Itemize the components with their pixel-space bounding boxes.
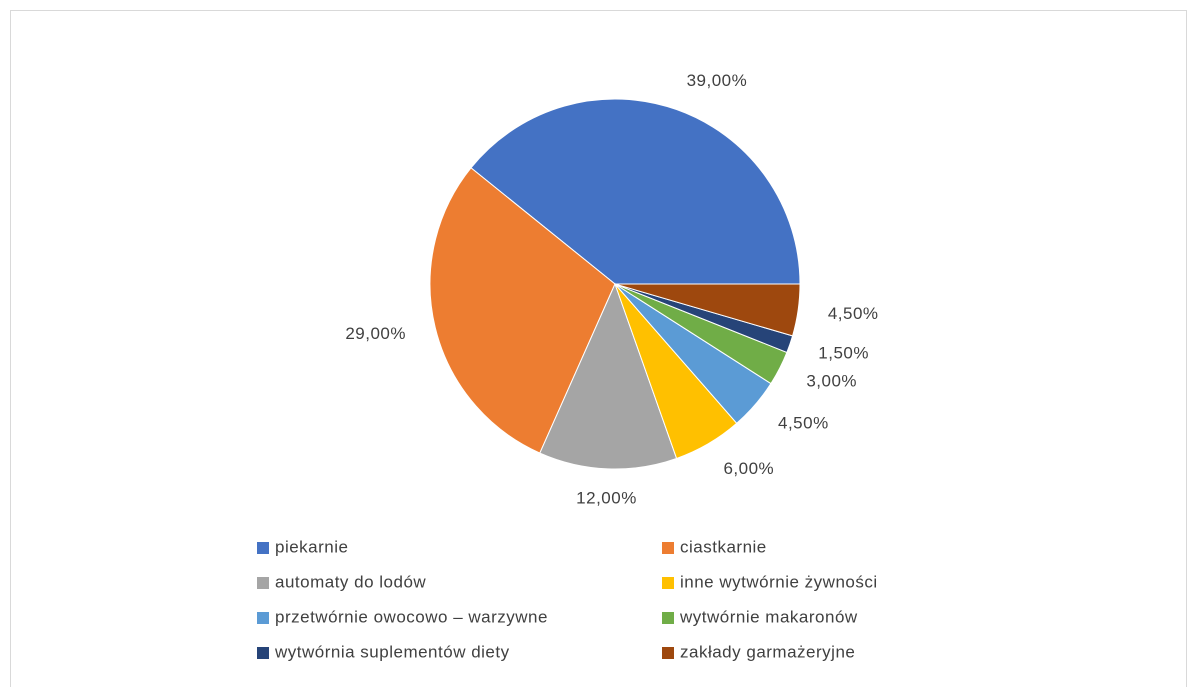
legend-label: piekarnie — [275, 537, 349, 556]
legend-label: inne wytwórnie żywności — [680, 572, 878, 591]
legend-swatch — [257, 612, 269, 624]
legend-swatch — [662, 577, 674, 589]
legend-swatch — [257, 647, 269, 659]
legend-label: ciastkarnie — [680, 537, 767, 556]
data-label: 4,50% — [828, 304, 879, 323]
data-label: 1,50% — [818, 343, 869, 362]
legend-swatch — [662, 542, 674, 554]
data-label: 3,00% — [806, 372, 857, 391]
legend-swatch — [662, 647, 674, 659]
legend-label: przetwórnie owocowo – warzywne — [275, 607, 548, 626]
data-label: 4,50% — [778, 414, 829, 433]
data-label: 6,00% — [723, 459, 774, 478]
pie-slice — [470, 98, 801, 285]
legend-swatch — [257, 577, 269, 589]
legend-label: wytwórnia suplementów diety — [274, 642, 510, 661]
pie-slice — [539, 282, 678, 470]
legend-label: zakłady garmażeryjne — [680, 642, 855, 661]
legend-swatch — [257, 542, 269, 554]
legend-swatch — [662, 612, 674, 624]
pie-slice — [429, 167, 616, 454]
data-label: 29,00% — [345, 324, 406, 343]
legend-label: automaty do lodów — [275, 572, 426, 591]
data-label: 39,00% — [687, 71, 748, 90]
legend-label: wytwórnie makaronów — [679, 607, 858, 626]
data-label: 12,00% — [576, 488, 637, 507]
pie-slice — [614, 283, 801, 337]
